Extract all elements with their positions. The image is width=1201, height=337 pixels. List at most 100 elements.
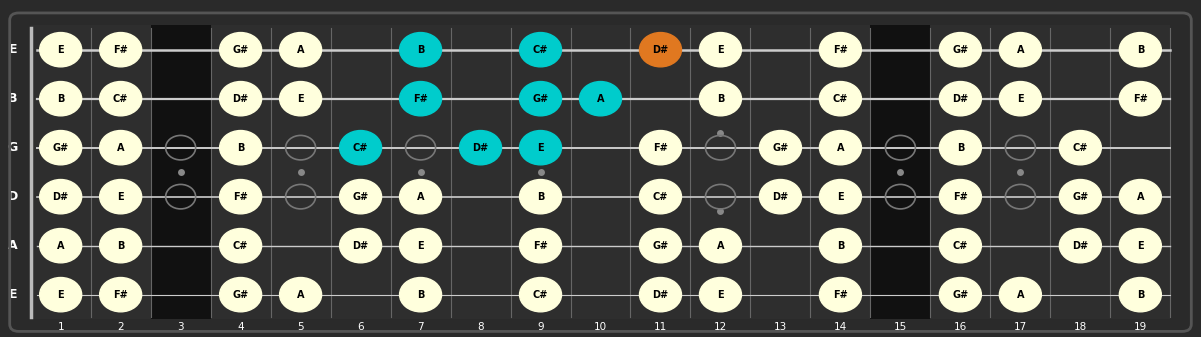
Circle shape xyxy=(639,130,681,165)
Circle shape xyxy=(100,277,142,312)
Circle shape xyxy=(1059,130,1101,165)
Circle shape xyxy=(819,180,861,214)
Text: C#: C# xyxy=(1072,143,1088,153)
Text: C#: C# xyxy=(113,94,129,104)
Circle shape xyxy=(340,180,382,214)
Circle shape xyxy=(400,277,442,312)
Circle shape xyxy=(939,228,981,263)
Text: B: B xyxy=(837,241,844,251)
Circle shape xyxy=(100,180,142,214)
Text: F#: F# xyxy=(653,143,668,153)
Text: E: E xyxy=(298,94,304,104)
Text: E: E xyxy=(58,45,64,55)
Text: F#: F# xyxy=(533,241,548,251)
Circle shape xyxy=(520,33,562,67)
Text: 13: 13 xyxy=(773,321,787,332)
Text: E: E xyxy=(118,192,124,202)
Text: D#: D# xyxy=(1072,241,1088,251)
Bar xyxy=(691,25,751,319)
Circle shape xyxy=(939,82,981,116)
Circle shape xyxy=(40,82,82,116)
Bar xyxy=(1051,25,1111,319)
Circle shape xyxy=(520,82,562,116)
Text: F#: F# xyxy=(113,290,129,300)
Text: B: B xyxy=(56,94,65,104)
Circle shape xyxy=(400,180,442,214)
Text: A: A xyxy=(717,241,724,251)
Circle shape xyxy=(280,82,322,116)
Bar xyxy=(931,25,991,319)
Circle shape xyxy=(699,277,741,312)
Text: F#: F# xyxy=(413,94,428,104)
Text: 14: 14 xyxy=(833,321,847,332)
Circle shape xyxy=(520,130,562,165)
Circle shape xyxy=(400,82,442,116)
Circle shape xyxy=(699,228,741,263)
Text: D#: D# xyxy=(53,192,68,202)
Text: G#: G# xyxy=(952,45,968,55)
Text: A: A xyxy=(1016,45,1024,55)
Bar xyxy=(631,25,691,319)
Text: 12: 12 xyxy=(713,321,727,332)
Text: A: A xyxy=(1136,192,1145,202)
Bar xyxy=(210,25,270,319)
Circle shape xyxy=(460,130,502,165)
Text: E: E xyxy=(1017,94,1023,104)
Text: D#: D# xyxy=(652,290,669,300)
Bar xyxy=(90,25,150,319)
Circle shape xyxy=(639,180,681,214)
Text: B: B xyxy=(116,241,125,251)
Text: G#: G# xyxy=(772,143,789,153)
Text: E: E xyxy=(417,241,424,251)
Circle shape xyxy=(280,277,322,312)
Bar xyxy=(31,25,90,319)
Text: A: A xyxy=(837,143,844,153)
Circle shape xyxy=(939,277,981,312)
Circle shape xyxy=(580,82,621,116)
Text: 5: 5 xyxy=(298,321,304,332)
Text: B: B xyxy=(8,92,18,105)
Bar xyxy=(1111,25,1170,319)
Circle shape xyxy=(220,228,262,263)
Text: 3: 3 xyxy=(178,321,184,332)
Text: 18: 18 xyxy=(1074,321,1087,332)
Text: D#: D# xyxy=(353,241,369,251)
Text: C#: C# xyxy=(832,94,848,104)
Text: 10: 10 xyxy=(594,321,607,332)
Circle shape xyxy=(100,33,142,67)
Text: B: B xyxy=(1136,290,1145,300)
Circle shape xyxy=(1119,180,1161,214)
Circle shape xyxy=(220,130,262,165)
Circle shape xyxy=(340,228,382,263)
Circle shape xyxy=(699,82,741,116)
Bar xyxy=(330,25,390,319)
Bar xyxy=(751,25,811,319)
Circle shape xyxy=(819,130,861,165)
Circle shape xyxy=(999,33,1041,67)
Text: A: A xyxy=(297,290,304,300)
Text: D#: D# xyxy=(652,45,669,55)
Text: G#: G# xyxy=(532,94,549,104)
Text: 6: 6 xyxy=(357,321,364,332)
Circle shape xyxy=(220,82,262,116)
Circle shape xyxy=(639,277,681,312)
Text: D#: D# xyxy=(233,94,249,104)
Circle shape xyxy=(40,180,82,214)
Text: E: E xyxy=(537,143,544,153)
Circle shape xyxy=(40,130,82,165)
Circle shape xyxy=(819,82,861,116)
Text: 15: 15 xyxy=(894,321,907,332)
Text: B: B xyxy=(237,143,244,153)
Text: G: G xyxy=(7,141,18,154)
Text: 16: 16 xyxy=(954,321,967,332)
Circle shape xyxy=(759,180,801,214)
Bar xyxy=(270,25,330,319)
Text: A: A xyxy=(56,241,65,251)
Text: G#: G# xyxy=(233,45,249,55)
Text: B: B xyxy=(717,94,724,104)
Text: 7: 7 xyxy=(417,321,424,332)
Text: 4: 4 xyxy=(238,321,244,332)
Text: F#: F# xyxy=(233,192,247,202)
Text: E: E xyxy=(8,43,17,56)
Text: D#: D# xyxy=(952,94,968,104)
